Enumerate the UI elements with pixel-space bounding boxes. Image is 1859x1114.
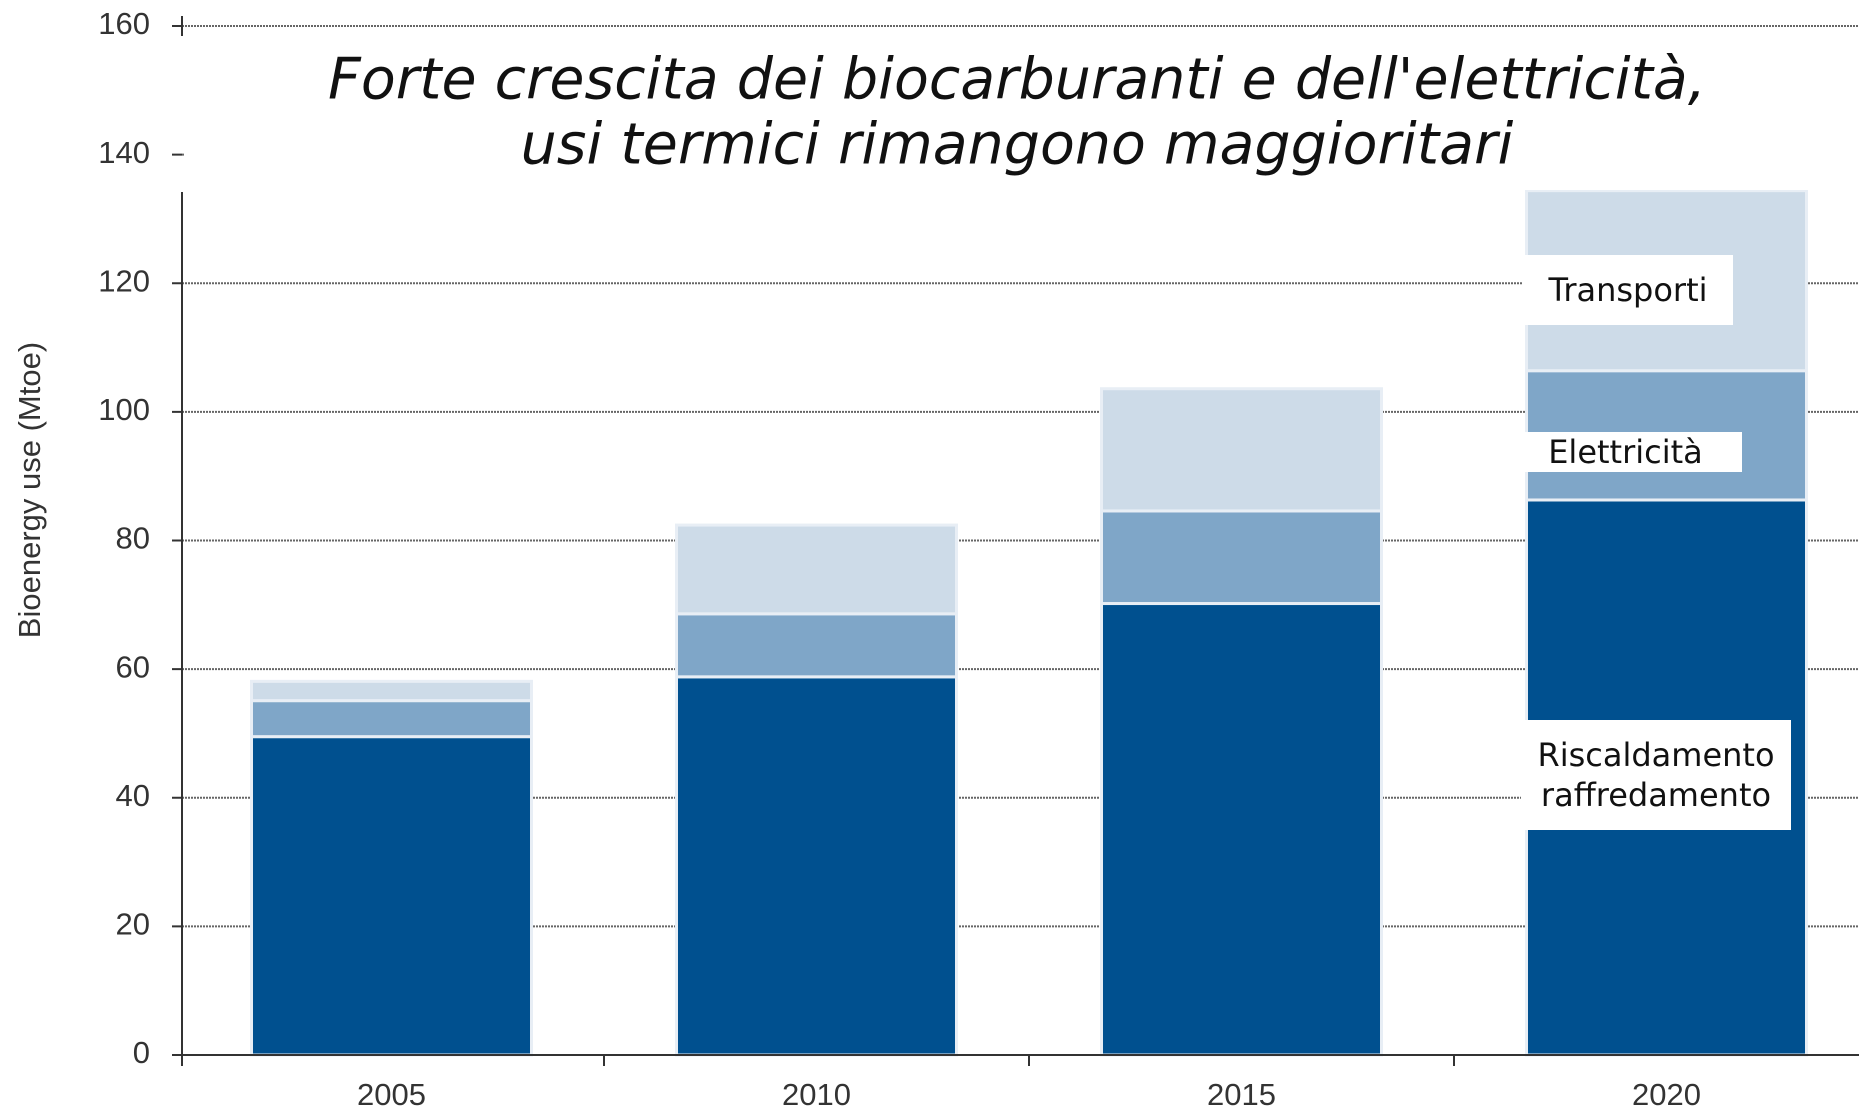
bar-segment: [250, 735, 533, 1057]
y-tick-label: 160: [98, 6, 150, 41]
bar-segment: [675, 675, 958, 1057]
y-axis-label: Bioenergy use (Mtoe): [12, 342, 47, 638]
x-tick-label: 2010: [782, 1077, 851, 1112]
bar-segment: [1100, 509, 1383, 606]
y-tick-label: 140: [98, 135, 150, 170]
series-label: Transporti: [1523, 255, 1733, 325]
title-background: [184, 40, 1859, 190]
bar-segment: [250, 699, 533, 739]
x-tick-label: 2005: [357, 1077, 426, 1112]
bar-segment: [675, 523, 958, 616]
y-tick-label: 20: [116, 907, 150, 942]
x-tick-label: 2020: [1632, 1077, 1701, 1112]
x-tick-label: 2015: [1207, 1077, 1276, 1112]
bar-segment: [675, 612, 958, 679]
y-tick-label: 120: [98, 263, 150, 298]
y-tick-label: 40: [116, 778, 150, 813]
chart-title: usi termici rimangono maggioritari: [521, 112, 1514, 178]
series-label: Elettricità: [1509, 432, 1742, 472]
chart-title: Forte crescita dei biocarburanti e dell'…: [328, 47, 1706, 113]
y-tick-label: 80: [116, 521, 150, 556]
bar-segment: [1100, 387, 1383, 513]
bar-segment: [1100, 602, 1383, 1057]
series-label: Riscaldamento raffredamento: [1521, 720, 1791, 830]
y-tick-label: 100: [98, 392, 150, 427]
y-tick-label: 60: [116, 649, 150, 684]
bar-segment: [250, 679, 533, 703]
y-tick-label: 0: [133, 1035, 150, 1070]
